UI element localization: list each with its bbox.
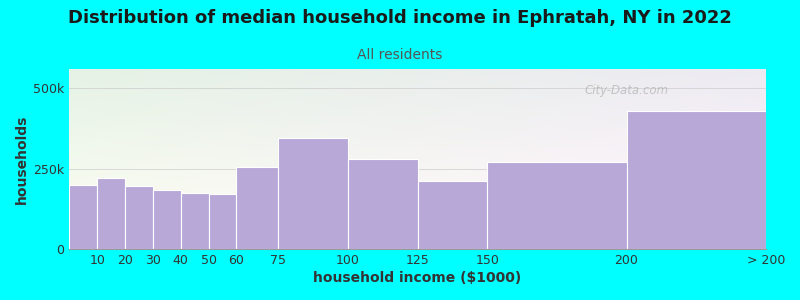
Bar xyxy=(125,186,153,249)
Bar xyxy=(626,111,766,249)
Bar xyxy=(181,193,209,249)
Bar xyxy=(237,167,278,249)
Bar xyxy=(209,194,237,249)
Bar xyxy=(418,182,487,249)
Bar xyxy=(153,190,181,249)
Text: City-Data.com: City-Data.com xyxy=(585,84,669,97)
Bar xyxy=(278,138,348,249)
Bar xyxy=(487,162,626,249)
Y-axis label: households: households xyxy=(15,114,29,204)
Text: Distribution of median household income in Ephratah, NY in 2022: Distribution of median household income … xyxy=(68,9,732,27)
Bar xyxy=(348,159,418,249)
Text: All residents: All residents xyxy=(358,48,442,62)
X-axis label: household income ($1000): household income ($1000) xyxy=(314,271,522,285)
Bar xyxy=(70,185,97,249)
Bar xyxy=(97,178,125,249)
